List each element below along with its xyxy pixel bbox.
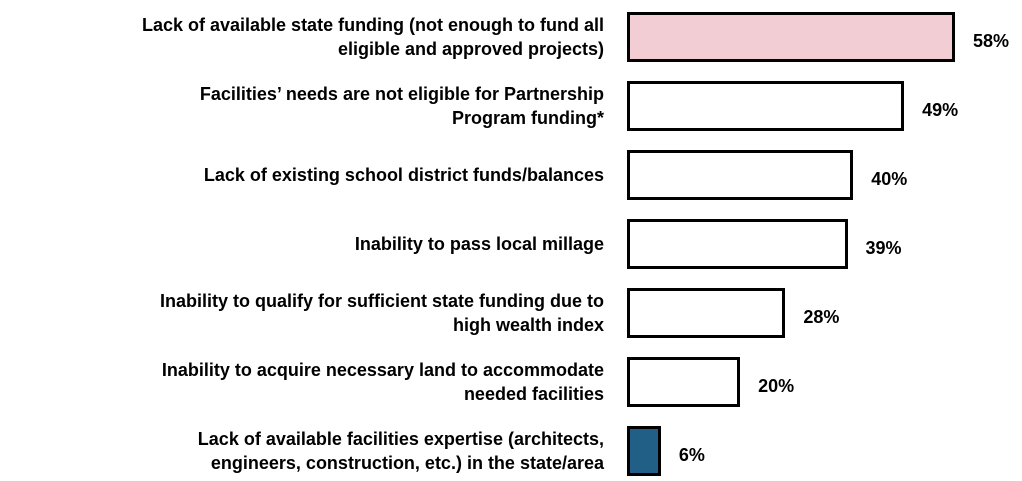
bar: [627, 12, 955, 62]
value-label: 49%: [922, 100, 959, 120]
category-label: Inability to acquire necessary land to a…: [161, 360, 604, 404]
value-label: 28%: [803, 307, 840, 327]
category-label: Inability to pass local millage: [354, 234, 604, 254]
category-label: Lack of available facilities expertise (…: [197, 429, 604, 473]
value-label: 6%: [678, 445, 705, 465]
bar: [627, 81, 905, 131]
category-label: Facilities’ needs are not eligible for P…: [199, 84, 604, 128]
value-label: 20%: [758, 376, 795, 396]
bar: [627, 357, 741, 407]
bar: [627, 288, 786, 338]
value-label: 39%: [865, 238, 902, 258]
category-label: Lack of available state funding (not eno…: [141, 15, 604, 59]
bar: [627, 150, 854, 200]
bar: [627, 426, 661, 476]
value-label: 40%: [871, 169, 908, 189]
bar: [627, 219, 848, 269]
category-label: Lack of existing school district funds/b…: [203, 165, 604, 185]
category-label: Inability to qualify for sufficient stat…: [160, 291, 604, 335]
value-label: 58%: [972, 31, 1010, 51]
